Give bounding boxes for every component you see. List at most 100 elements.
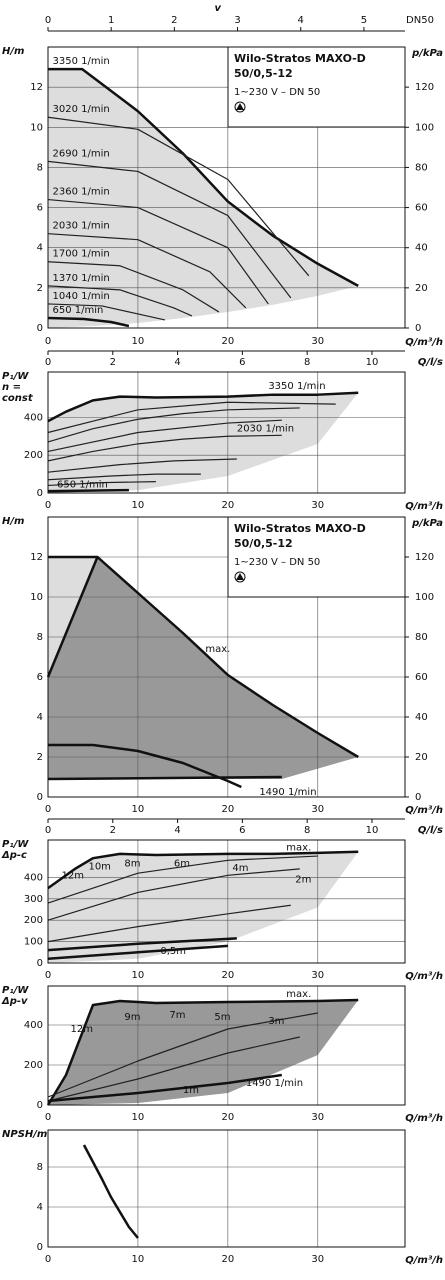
- y-tick-label: 12: [30, 82, 43, 93]
- y-tick-label: 8: [37, 162, 43, 173]
- x-tick-label: 30: [311, 1254, 324, 1265]
- x2-tick-label: 0: [45, 825, 51, 836]
- y2-tick-label: 20: [415, 752, 428, 763]
- x2-tick-label: 2: [110, 357, 116, 368]
- y-tick-label: 200: [24, 1060, 43, 1071]
- curve: [47, 868, 300, 921]
- annotation: 10m: [88, 862, 110, 873]
- x-tick-label: 20: [221, 1112, 234, 1123]
- x-tick-label: 30: [311, 336, 324, 347]
- curve: [47, 407, 300, 443]
- x-tick-label: 30: [311, 500, 324, 511]
- curve: [47, 434, 282, 462]
- x2-tick-label: 8: [304, 825, 310, 836]
- annotation: 1040 1/min: [52, 291, 109, 302]
- y-axis-label: Δp-v: [1, 996, 28, 1007]
- x-tick-label: 10: [132, 336, 145, 347]
- pump-icon-arrow: [236, 103, 244, 110]
- annotation: 8m: [124, 859, 140, 870]
- y2-tick-label: 120: [415, 552, 434, 563]
- x2-tick-label: 6: [239, 825, 245, 836]
- y-tick-label: 200: [24, 450, 43, 461]
- y-tick-label: 12: [30, 552, 43, 563]
- annotation: 650 1/min: [52, 305, 103, 316]
- area: [48, 392, 359, 493]
- annotation: 1700 1/min: [52, 249, 109, 260]
- x2-tick-label: 10: [366, 825, 379, 836]
- annotation: 3020 1/min: [52, 104, 109, 115]
- annotation: 1490 1/min: [246, 1078, 303, 1089]
- x-tick-label: 10: [132, 1254, 145, 1265]
- x2-tick-label: 6: [239, 357, 245, 368]
- curve: [47, 261, 220, 313]
- y2-axis-label: p/kPa: [411, 518, 443, 529]
- box-subtitle: 1~230 V – DN 50: [234, 557, 320, 568]
- y-axis-label: n =: [2, 382, 21, 393]
- top-tick-label: 5: [361, 15, 367, 26]
- curve: [47, 481, 156, 487]
- curve: [47, 473, 201, 481]
- annotation: 3m: [268, 1016, 284, 1027]
- x-tick-label: 20: [221, 1254, 234, 1265]
- top-tick-label: 1: [108, 15, 114, 26]
- annotation: 1m: [183, 1085, 199, 1096]
- box-subtitle: 1~230 V – DN 50: [234, 87, 320, 98]
- x2-tick-label: 2: [110, 825, 116, 836]
- y-tick-label: 8: [37, 632, 43, 643]
- curve: [47, 937, 237, 952]
- box-title: 50/0,5-12: [234, 67, 293, 80]
- curve: [47, 116, 310, 277]
- x-tick-label: 0: [45, 804, 51, 815]
- x-tick-label: 10: [132, 804, 145, 815]
- curve: [47, 1036, 300, 1102]
- x-axis-label: Q/m³/h: [405, 1255, 443, 1266]
- x-axis-label: Q/m³/h: [405, 805, 443, 816]
- annotation: 2690 1/min: [52, 148, 109, 159]
- annotation: 2m: [295, 875, 311, 886]
- y-axis-label: H/m: [2, 516, 24, 527]
- box-title: Wilo-Stratos MAXO-D: [234, 522, 366, 535]
- y-tick-label: 400: [24, 872, 43, 883]
- x2-axis-label: Q/l/s: [418, 825, 443, 836]
- x-tick-label: 10: [132, 1112, 145, 1123]
- annotation: 1490 1/min: [259, 787, 316, 798]
- curve: [47, 391, 359, 423]
- y-axis-label: NPSH/m: [2, 1129, 47, 1140]
- curve: [47, 850, 359, 890]
- annotation: max.: [205, 644, 230, 655]
- y-axis-label: P₁/W: [2, 985, 29, 996]
- top-tick-label: 4: [298, 15, 304, 26]
- y-axis-label: P₁/W: [2, 371, 29, 382]
- y2-tick-label: 60: [415, 203, 428, 214]
- y2-tick-label: 40: [415, 243, 428, 254]
- annotation: 2360 1/min: [52, 187, 109, 198]
- curve: [47, 855, 318, 904]
- plot-frame: [47, 1129, 406, 1248]
- x2-tick-label: 0: [45, 357, 51, 368]
- annotation: 4m: [232, 863, 248, 874]
- area: [48, 1000, 359, 1105]
- y2-tick-label: 80: [415, 162, 428, 173]
- y-tick-label: 0: [37, 792, 43, 803]
- x-tick-label: 20: [221, 970, 234, 981]
- plot-frame: [47, 371, 406, 494]
- y-tick-label: 0: [37, 488, 43, 499]
- top-tick-label: 3: [234, 15, 240, 26]
- x-tick-label: 0: [45, 1254, 51, 1265]
- plot-frame: [47, 46, 406, 329]
- annotation: 2030 1/min: [52, 221, 109, 232]
- curve: [47, 419, 282, 452]
- x-axis-label: Q/m³/h: [405, 1113, 443, 1124]
- x2-tick-label: 10: [366, 357, 379, 368]
- area: [48, 69, 359, 328]
- x2-axis-label: Q/l/s: [418, 357, 443, 368]
- x-tick-label: 10: [132, 970, 145, 981]
- area: [48, 557, 359, 779]
- curve: [47, 1012, 318, 1098]
- x-tick-label: 20: [221, 336, 234, 347]
- y-tick-label: 2: [37, 283, 43, 294]
- curve: [48, 555, 359, 759]
- y2-tick-label: 60: [415, 672, 428, 683]
- y-tick-label: 10: [30, 592, 43, 603]
